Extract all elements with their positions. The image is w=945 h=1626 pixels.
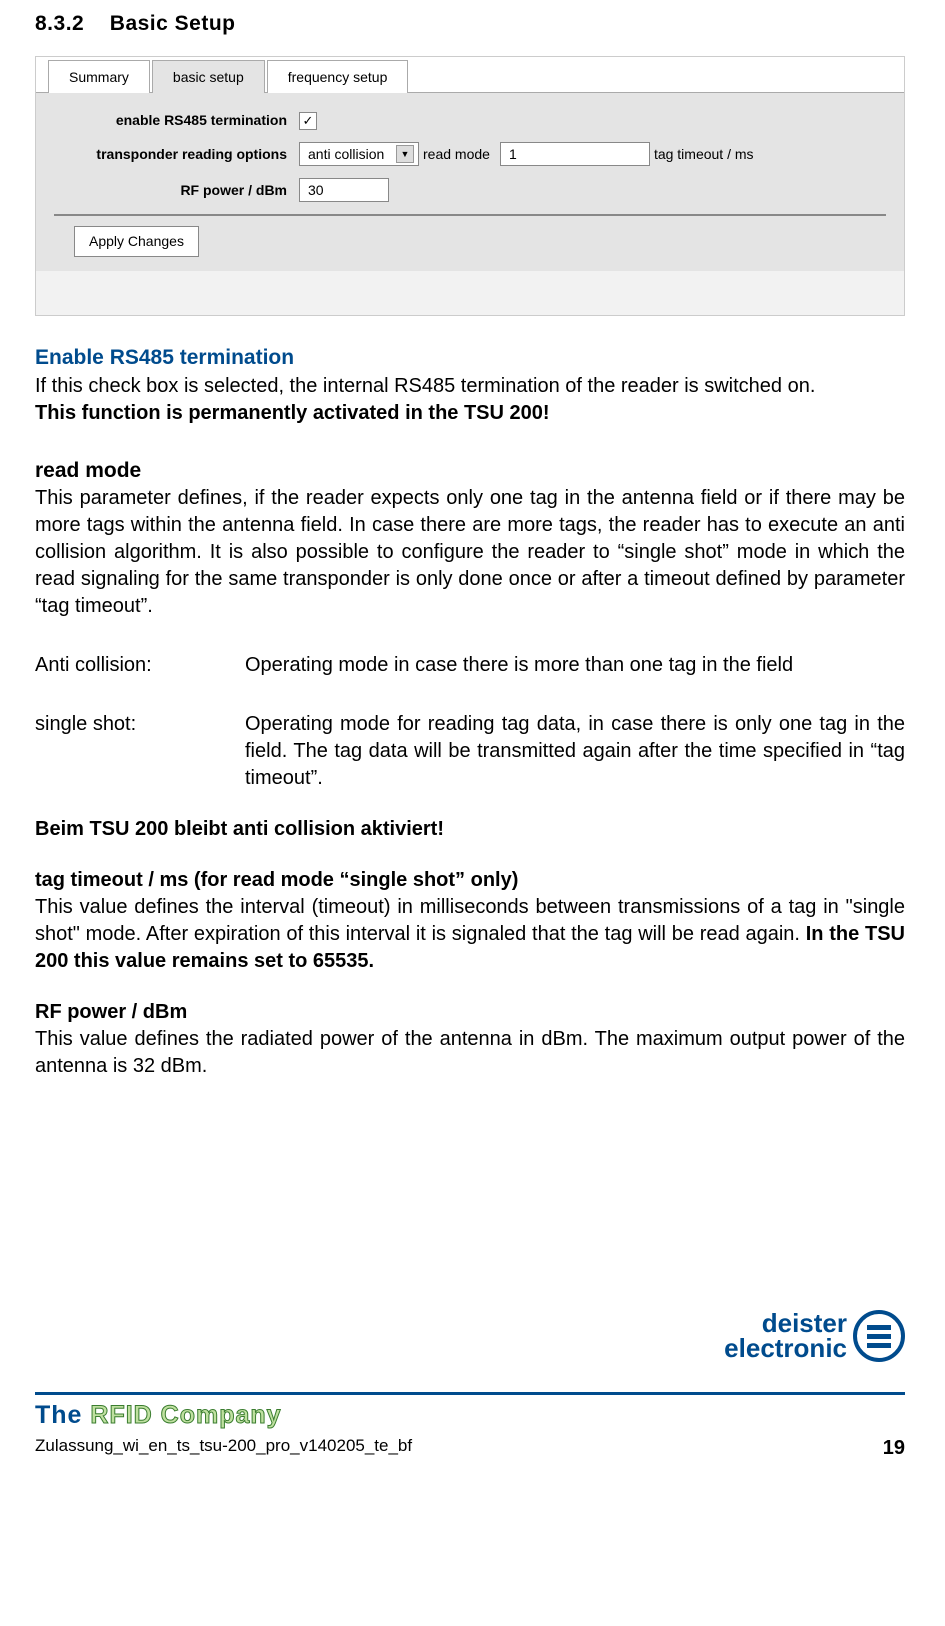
mode-single-shot: single shot: Operating mode for reading … xyxy=(35,711,905,792)
tab-basic-setup[interactable]: basic setup xyxy=(152,60,265,93)
para-tag-timeout-a: This value defines the interval (timeout… xyxy=(35,896,905,945)
heading-read-mode: read mode xyxy=(35,457,905,485)
mode-val-anti-collision: Operating mode in case there is more tha… xyxy=(245,652,905,679)
row-transponder-options: transponder reading options anti collisi… xyxy=(54,142,886,166)
para-read-mode: This parameter defines, if the reader ex… xyxy=(35,485,905,620)
section-number: 8.3.2 xyxy=(35,12,84,35)
mode-val-single-shot: Operating mode for reading tag data, in … xyxy=(245,711,905,792)
page-footer: deister electronic The RFID Company Zula… xyxy=(35,1340,905,1462)
apply-changes-button[interactable]: Apply Changes xyxy=(74,226,199,257)
select-read-mode-type[interactable]: anti collision ▼ xyxy=(299,142,419,166)
heading-rf-power: RF power / dBm xyxy=(35,999,905,1026)
heading-enable-rs485: Enable RS485 termination xyxy=(35,344,905,372)
section-heading: 8.3.2 Basic Setup xyxy=(35,10,905,38)
page-number: 19 xyxy=(883,1435,905,1462)
checkbox-enable-rs485[interactable]: ✓ xyxy=(299,112,317,130)
tab-body: enable RS485 termination ✓ transponder r… xyxy=(36,93,904,271)
logo-ring-icon xyxy=(853,1310,905,1362)
label-transponder-options: transponder reading options xyxy=(54,145,299,164)
tagline-the: The xyxy=(35,1401,90,1429)
label-read-mode: read mode xyxy=(423,145,490,164)
chevron-down-icon: ▼ xyxy=(396,145,414,163)
tagline-rfid: RFID Company xyxy=(90,1401,281,1429)
input-rf-power[interactable]: 30 xyxy=(299,178,389,202)
row-enable-rs485: enable RS485 termination ✓ xyxy=(54,111,886,130)
input-read-mode[interactable]: 1 xyxy=(500,142,650,166)
para-rf-power: This value defines the radiated power of… xyxy=(35,1026,905,1080)
mode-key-single-shot: single shot: xyxy=(35,711,245,792)
tab-frequency-setup[interactable]: frequency setup xyxy=(267,60,409,93)
bold-tsu200-note2: Beim TSU 200 bleibt anti collision aktiv… xyxy=(35,816,905,843)
tab-summary[interactable]: Summary xyxy=(48,60,150,93)
section-title: Basic Setup xyxy=(110,12,236,35)
brand-bot: electronic xyxy=(724,1336,847,1361)
document-body: Enable RS485 termination If this check b… xyxy=(35,344,905,1080)
divider xyxy=(54,214,886,216)
rfid-company-tagline: The RFID Company xyxy=(35,1399,905,1433)
para-enable-rs485: If this check box is selected, the inter… xyxy=(35,373,905,400)
doc-id: Zulassung_wi_en_ts_tsu-200_pro_v140205_t… xyxy=(35,1435,412,1462)
tab-bar: Summary basic setup frequency setup xyxy=(36,57,904,93)
label-enable-rs485: enable RS485 termination xyxy=(54,111,299,130)
label-tag-timeout: tag timeout / ms xyxy=(654,145,754,164)
mode-anti-collision: Anti collision: Operating mode in case t… xyxy=(35,652,905,679)
row-rf-power: RF power / dBm 30 xyxy=(54,178,886,202)
para-tag-timeout: This value defines the interval (timeout… xyxy=(35,894,905,975)
bold-tsu200-note1: This function is permanently activated i… xyxy=(35,400,905,427)
mode-key-anti-collision: Anti collision: xyxy=(35,652,245,679)
select-value: anti collision xyxy=(308,145,384,164)
label-rf-power: RF power / dBm xyxy=(54,181,299,200)
footer-rule xyxy=(35,1392,905,1395)
deister-logo: deister electronic xyxy=(724,1310,905,1362)
basic-setup-panel: Summary basic setup frequency setup enab… xyxy=(35,56,905,316)
heading-tag-timeout: tag timeout / ms (for read mode “single … xyxy=(35,867,905,894)
